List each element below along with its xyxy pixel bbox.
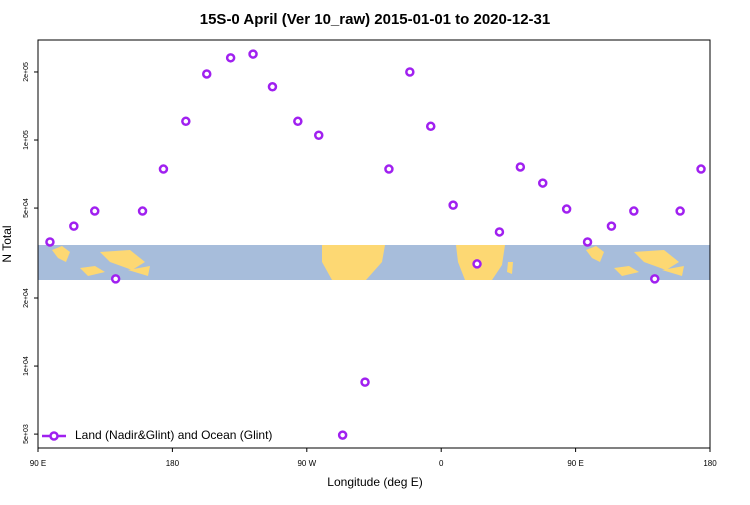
point [606,221,617,231]
y-tick-label: 2e+04 [23,288,30,308]
land [456,245,513,280]
point [110,274,121,284]
point [696,164,706,174]
point [649,274,660,284]
plot-frame [37,39,711,449]
x-tick-label: 90 E [30,459,46,468]
x-tick-label: 90 E [567,459,583,468]
y-axis-label: N Total [0,225,14,262]
point [45,237,55,247]
point [69,221,79,231]
point [89,206,100,216]
y-tick-label: 1e+05 [23,130,30,150]
y-tick-label: 1e+04 [23,356,30,376]
x-tick-label: 90 W [297,459,316,468]
point [675,206,685,216]
x-tick-label: 180 [166,459,180,468]
point [248,49,258,59]
point [582,237,593,247]
point [158,164,169,174]
point [181,116,191,127]
point [629,206,639,216]
point [405,67,415,77]
point [201,69,212,79]
legend-label: Land (Nadir&Glint) and Ocean (Glint) [75,428,272,442]
land [322,245,385,280]
point [537,178,548,188]
point [337,430,348,440]
point [448,200,458,210]
chart-title: 15S-0 April (Ver 10_raw) 2015-01-01 to 2… [200,11,550,28]
point [494,227,505,237]
point [267,82,278,92]
y-tick-label: 5e+03 [23,424,30,444]
y-tick-label: 5e+04 [23,198,30,218]
point [515,162,526,172]
x-tick-label: 0 [439,459,444,468]
land [586,246,684,276]
legend-marker [49,431,59,441]
point [472,259,482,269]
y-tick-label: 2e+05 [23,62,30,82]
point [561,204,572,214]
point [425,121,436,132]
x-tick-label: 180 [703,459,717,468]
point [137,206,148,216]
map-strip [38,245,710,280]
point [384,164,394,174]
point [293,116,303,127]
point [360,377,370,387]
land [52,246,150,276]
point [225,53,236,63]
x-axis-label: Longitude (deg E) [327,475,422,489]
point [313,130,324,140]
